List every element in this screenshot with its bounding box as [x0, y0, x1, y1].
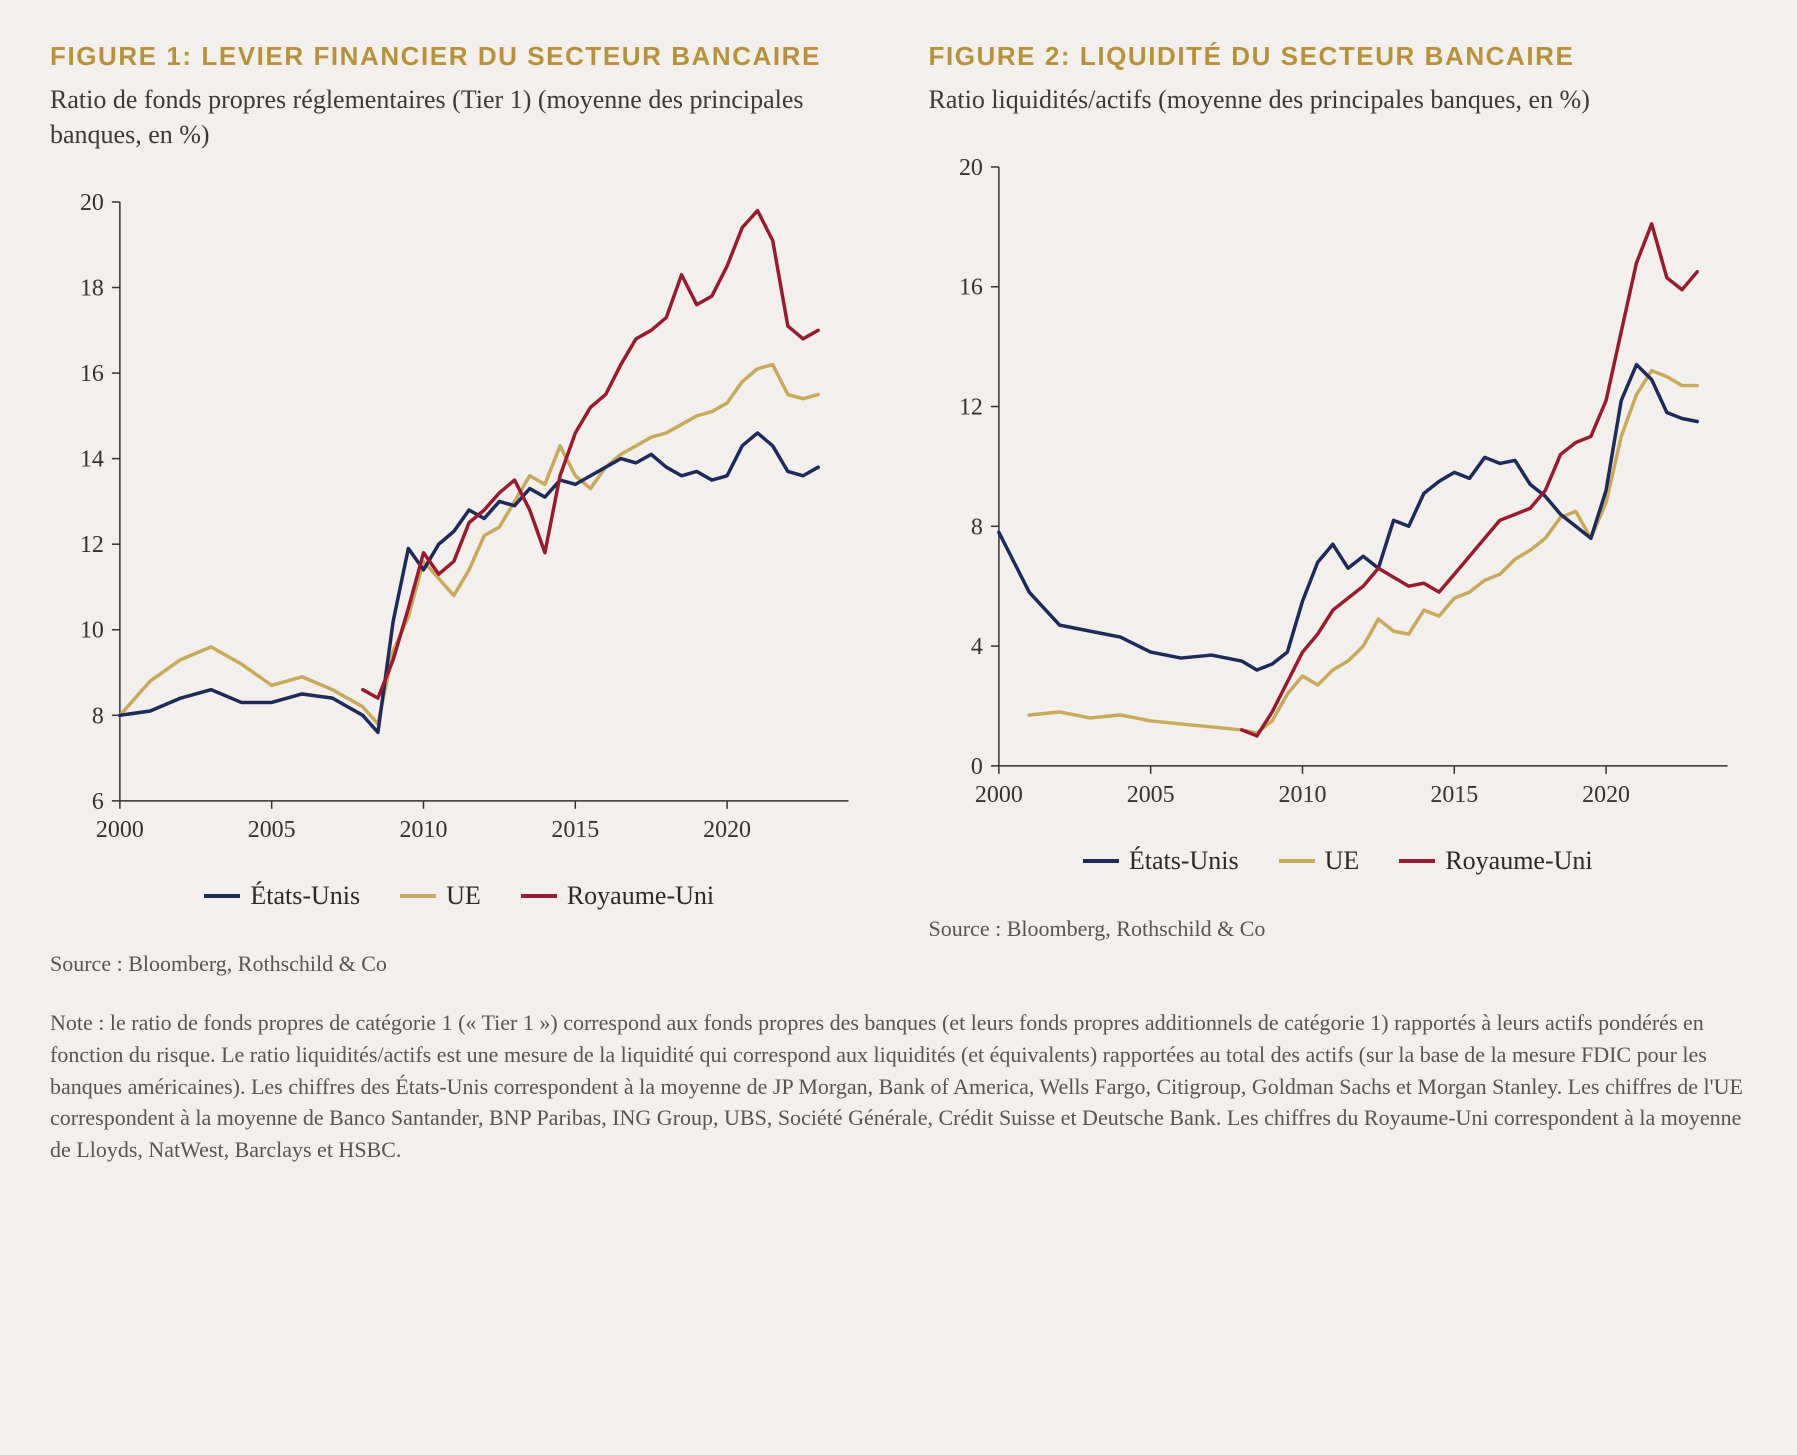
svg-text:10: 10	[80, 618, 104, 644]
legend-eu: UE	[1279, 846, 1360, 876]
svg-text:2000: 2000	[96, 817, 144, 843]
svg-text:20: 20	[958, 155, 982, 181]
figure-1-source: Source : Bloomberg, Rothschild & Co	[50, 951, 869, 977]
figure-2-chart: 0 4 8 12 16 20 2000 2005 2010 2015 2020	[929, 147, 1748, 826]
svg-text:20: 20	[80, 190, 104, 216]
svg-text:2010: 2010	[1278, 782, 1326, 808]
svg-text:16: 16	[80, 361, 104, 387]
svg-text:12: 12	[958, 394, 982, 420]
legend-uk: Royaume-Uni	[521, 881, 714, 911]
figure-2-legend: États-Unis UE Royaume-Uni	[929, 846, 1748, 876]
svg-text:0: 0	[970, 754, 982, 780]
svg-text:2015: 2015	[1430, 782, 1478, 808]
figure-1-legend: États-Unis UE Royaume-Uni	[50, 881, 869, 911]
svg-text:16: 16	[958, 275, 982, 301]
legend-eu: UE	[400, 881, 481, 911]
legend-us: États-Unis	[1083, 846, 1239, 876]
svg-text:2005: 2005	[1126, 782, 1174, 808]
figure-2-source: Source : Bloomberg, Rothschild & Co	[929, 916, 1748, 942]
figure-2: FIGURE 2: LIQUIDITÉ DU SECTEUR BANCAIRE …	[929, 40, 1748, 977]
charts-row: FIGURE 1: LEVIER FINANCIER DU SECTEUR BA…	[50, 40, 1747, 977]
svg-text:8: 8	[92, 703, 104, 729]
figure-1-chart: 6 8 10 12 14 16 18 20 2000 2005 2010 2015 2020	[50, 182, 869, 861]
svg-text:12: 12	[80, 532, 104, 558]
figure-1-title: FIGURE 1: LEVIER FINANCIER DU SECTEUR BA…	[50, 40, 869, 74]
svg-text:18: 18	[80, 275, 104, 301]
figure-2-subtitle: Ratio liquidités/actifs (moyenne des pri…	[929, 82, 1748, 117]
figure-1-subtitle: Ratio de fonds propres réglementaires (T…	[50, 82, 869, 152]
svg-text:2010: 2010	[400, 817, 448, 843]
footnote: Note : le ratio de fonds propres de caté…	[50, 1007, 1747, 1166]
svg-text:4: 4	[970, 634, 982, 660]
legend-uk: Royaume-Uni	[1399, 846, 1592, 876]
svg-text:2000: 2000	[974, 782, 1022, 808]
figure-1: FIGURE 1: LEVIER FINANCIER DU SECTEUR BA…	[50, 40, 869, 977]
svg-text:8: 8	[970, 514, 982, 540]
svg-text:2020: 2020	[1582, 782, 1630, 808]
legend-us: États-Unis	[204, 881, 360, 911]
svg-text:14: 14	[80, 447, 104, 473]
svg-text:2005: 2005	[248, 817, 296, 843]
svg-text:2015: 2015	[551, 817, 599, 843]
svg-text:6: 6	[92, 789, 104, 815]
svg-text:2020: 2020	[703, 817, 751, 843]
figure-2-title: FIGURE 2: LIQUIDITÉ DU SECTEUR BANCAIRE	[929, 40, 1748, 74]
